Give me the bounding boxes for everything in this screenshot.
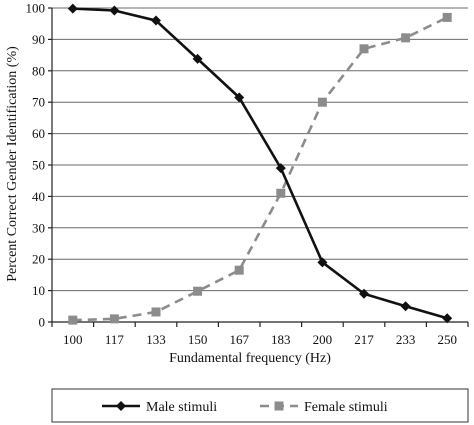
x-tick-label: 217 xyxy=(354,332,374,347)
data-point xyxy=(276,188,286,198)
legend-label: Male stimuli xyxy=(146,400,217,415)
y-tick-label: 30 xyxy=(32,220,45,235)
data-point xyxy=(442,12,452,22)
y-tick-labels: 0 10 20 30 40 50 60 70 80 90 100 xyxy=(26,1,46,330)
y-tick-label: 70 xyxy=(32,95,45,110)
data-point xyxy=(192,53,203,64)
x-axis-label: Fundamental frequency (Hz) xyxy=(169,351,331,366)
x-tick-label: 233 xyxy=(396,332,416,347)
data-point xyxy=(67,3,78,14)
y-tick-label: 40 xyxy=(32,189,45,204)
y-tick-label: 10 xyxy=(32,283,45,298)
data-point xyxy=(68,315,78,325)
x-tick-label: 150 xyxy=(188,332,208,347)
axes xyxy=(48,7,469,327)
y-tick-label: 60 xyxy=(32,126,45,141)
series-line xyxy=(72,7,448,320)
data-point xyxy=(234,92,245,103)
legend-item-female: Female stimuli xyxy=(260,400,388,415)
gridlines xyxy=(52,7,468,292)
y-tick-label: 80 xyxy=(32,63,45,78)
x-tick-label: 167 xyxy=(229,332,249,347)
legend-swatch-marker xyxy=(274,401,284,411)
y-tick-label: 50 xyxy=(32,158,45,173)
x-tick-label: 117 xyxy=(105,332,125,347)
data-point xyxy=(359,44,369,54)
data-point xyxy=(109,5,120,16)
data-point xyxy=(401,33,411,43)
y-tick-label: 100 xyxy=(26,1,46,16)
data-point xyxy=(151,15,161,26)
data-point xyxy=(442,313,453,324)
x-tick-label: 200 xyxy=(313,332,333,347)
x-tick-label: 250 xyxy=(437,332,457,347)
data-point xyxy=(359,288,369,299)
x-tick-labels: 100 117 133 150 167 183 200 217 233 250 xyxy=(63,332,457,347)
y-tick-label: 0 xyxy=(39,315,46,330)
x-tick-label: 100 xyxy=(63,332,83,347)
series-layer xyxy=(67,3,453,325)
data-point xyxy=(275,163,286,174)
x-tick-label: 183 xyxy=(271,332,291,347)
legend: Male stimuli Female stimuli xyxy=(51,388,469,423)
data-point xyxy=(400,301,411,312)
data-point xyxy=(109,314,119,324)
data-point xyxy=(317,97,327,107)
data-point xyxy=(234,265,244,275)
y-axis-label: Percent Correct Gender Identification (%… xyxy=(5,46,20,282)
legend-swatch-marker xyxy=(116,401,126,411)
x-tick-label: 133 xyxy=(146,332,166,347)
y-tick-label: 90 xyxy=(32,32,45,47)
y-tick-label: 20 xyxy=(32,252,45,267)
legend-item-male: Male stimuli xyxy=(102,400,217,415)
series-male xyxy=(67,3,453,324)
series-line xyxy=(72,16,448,322)
series-female xyxy=(68,12,452,325)
data-point xyxy=(317,257,328,268)
legend-label: Female stimuli xyxy=(304,400,388,415)
data-point xyxy=(151,307,161,317)
data-point xyxy=(193,286,203,296)
